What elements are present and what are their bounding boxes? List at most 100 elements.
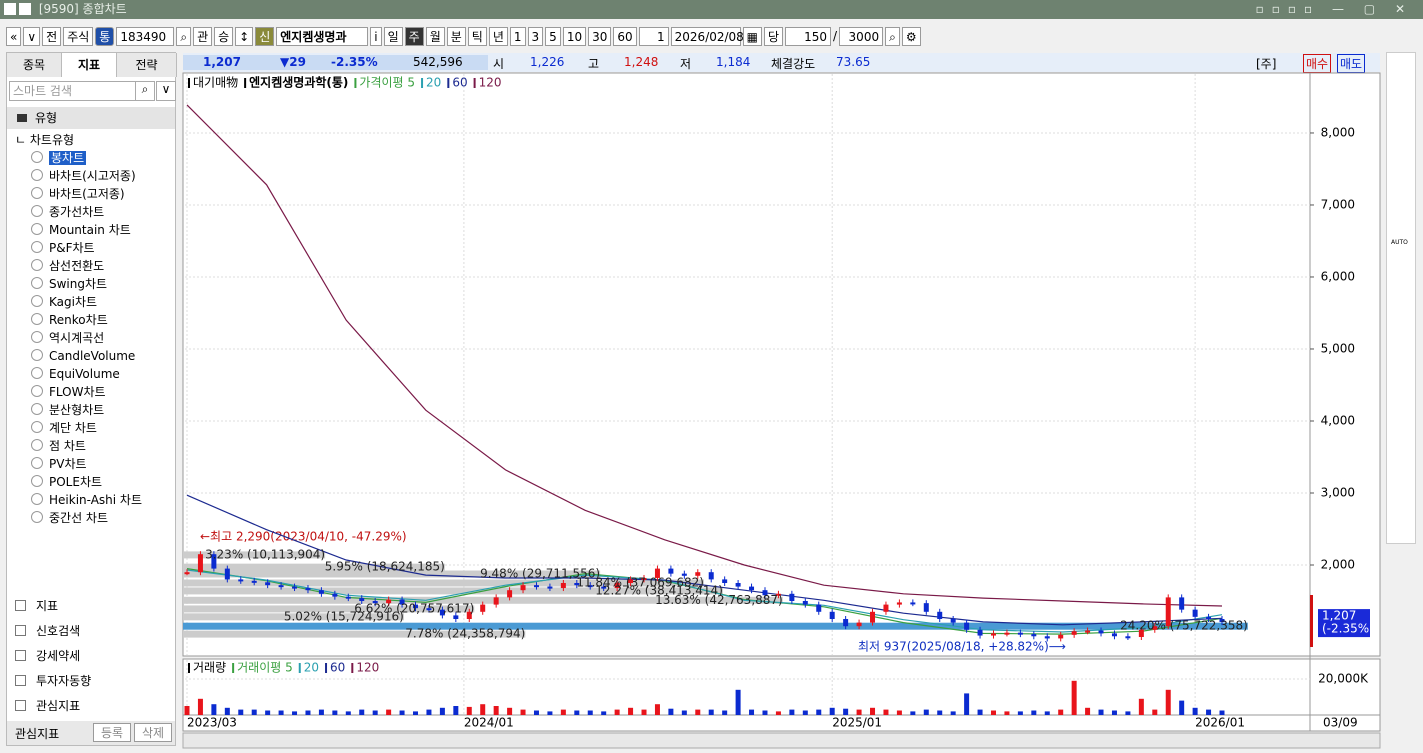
calendar-button[interactable]: ▦: [742, 26, 762, 46]
period-button[interactable]: 60: [613, 26, 637, 46]
search-button[interactable]: ⌕: [135, 81, 155, 101]
volume-bar: [802, 710, 808, 715]
period-button[interactable]: 1: [509, 26, 526, 46]
volume-bar: [1138, 698, 1144, 715]
period-button[interactable]: 틱: [467, 26, 487, 46]
chart-type[interactable]: P&F차트: [31, 239, 95, 257]
unit-input[interactable]: 1: [638, 26, 669, 46]
zoom-button[interactable]: ⌕: [885, 26, 900, 46]
search-button[interactable]: ⌕: [176, 26, 192, 46]
window-controls[interactable]: ▫▫▫▫ — ▢ ✕: [1255, 2, 1413, 16]
chart-type[interactable]: Renko차트: [31, 311, 108, 329]
volume-bar: [292, 711, 298, 715]
period-button[interactable]: 주: [404, 26, 424, 46]
period-button[interactable]: 3: [527, 26, 544, 46]
tab[interactable]: 종목: [7, 53, 62, 77]
volume-bar: [654, 704, 660, 715]
volume-bar: [937, 710, 943, 715]
section[interactable]: 강세약세: [15, 645, 80, 667]
volume-bar: [466, 706, 472, 715]
tab[interactable]: 전략: [117, 53, 177, 77]
section[interactable]: 신호검색: [15, 620, 80, 642]
chart-type-label: CandleVolume: [49, 349, 136, 363]
spin-button[interactable]: ↕: [235, 26, 254, 46]
period-button[interactable]: 30: [588, 26, 612, 46]
period-button[interactable]: 년: [488, 26, 508, 46]
chart-type[interactable]: Kagi차트: [31, 293, 97, 311]
legend-label: 거래이평 5: [237, 661, 293, 675]
toolbar-button[interactable]: 신: [255, 26, 275, 46]
toolbar-button[interactable]: 통: [95, 26, 115, 46]
period-button[interactable]: 5: [545, 26, 561, 46]
period-button[interactable]: 10: [562, 26, 587, 46]
chart-type[interactable]: 봉차트: [31, 149, 87, 167]
chart-type[interactable]: FLOW차트: [31, 383, 106, 401]
section[interactable]: 지표: [15, 595, 58, 617]
chart-type[interactable]: 바차트(고저종): [31, 185, 125, 203]
profile-label: 9.48% (29,711,556): [480, 566, 600, 580]
date-input[interactable]: 2026/02/08: [670, 26, 744, 46]
info-button[interactable]: i: [370, 26, 382, 46]
volume-bar: [1004, 711, 1010, 715]
candle: [641, 577, 647, 580]
candle: [1058, 634, 1064, 639]
section[interactable]: 관심지표: [15, 695, 80, 717]
chart-type[interactable]: POLE차트: [31, 473, 102, 491]
chart-type[interactable]: PV차트: [31, 455, 87, 473]
scroll-bar[interactable]: [182, 732, 1381, 749]
market: [주]: [1256, 57, 1277, 71]
stock-name[interactable]: 엔지켐생명과: [276, 26, 369, 46]
right-toolbar: AUTO: [1386, 52, 1416, 544]
delete-button[interactable]: 삭제: [134, 723, 172, 742]
volume-bar: [426, 709, 432, 715]
chart-type[interactable]: 중간선 차트: [31, 509, 108, 527]
legend-label: 대기매物: [193, 76, 238, 90]
chart-type[interactable]: 점 차트: [31, 437, 86, 455]
period-button[interactable]: 월: [425, 26, 445, 46]
chart-type[interactable]: EquiVolume: [31, 365, 120, 383]
code-input[interactable]: 183490: [116, 26, 175, 46]
count-input[interactable]: 150: [785, 26, 832, 46]
period-button[interactable]: 일: [383, 26, 403, 46]
chart-type-label: 삼선전환도: [49, 259, 105, 273]
y-tick-label: 6,000: [1321, 269, 1355, 283]
candle: [292, 586, 298, 589]
toolbar-button[interactable]: 당: [764, 26, 784, 46]
open: 1,226: [530, 55, 565, 69]
candle: [197, 554, 203, 573]
candle: [1125, 636, 1131, 639]
volume-bar: [990, 710, 996, 715]
register-button[interactable]: 등록: [93, 723, 131, 742]
chart-type[interactable]: 분산형차트: [31, 401, 104, 419]
chart-type[interactable]: 삼선전환도: [31, 257, 104, 275]
toolbar-button[interactable]: 관: [193, 26, 213, 46]
nav-button[interactable]: ∨: [23, 26, 41, 46]
tab[interactable]: 지표: [62, 53, 117, 77]
candle: [305, 588, 311, 591]
settings-button[interactable]: ⚙: [901, 26, 921, 46]
chart-type[interactable]: Mountain 차트: [31, 221, 131, 239]
chart-type[interactable]: Swing차트: [31, 275, 107, 293]
toolbar-button[interactable]: 전: [42, 26, 62, 46]
group-title: ㄴ 차트유형: [15, 133, 75, 147]
chart-type[interactable]: 바차트(시고저종): [31, 167, 136, 185]
max-input[interactable]: 3000: [839, 26, 884, 46]
footer-label: 관심지표: [15, 727, 60, 741]
x-tick-label: 2024/01: [464, 716, 514, 730]
candle: [775, 593, 781, 596]
nav-button[interactable]: «: [6, 26, 22, 46]
chart-type[interactable]: 종가선차트: [31, 203, 104, 221]
chart-type[interactable]: 역시계곡선: [31, 329, 104, 347]
chart-type[interactable]: 계단 차트: [31, 419, 97, 437]
candle: [614, 582, 620, 589]
period-button[interactable]: 분: [446, 26, 466, 46]
section[interactable]: 투자자동향: [15, 670, 91, 692]
section-header[interactable]: 유형: [7, 107, 175, 129]
toolbar-button[interactable]: 주식: [63, 26, 94, 46]
candle: [251, 580, 257, 583]
toolbar-button[interactable]: 승: [214, 26, 234, 46]
candle: [386, 599, 392, 604]
expand-button[interactable]: ∨: [156, 81, 176, 101]
chart-type[interactable]: Heikin-Ashi 차트: [31, 491, 142, 509]
chart-type[interactable]: CandleVolume: [31, 347, 135, 365]
